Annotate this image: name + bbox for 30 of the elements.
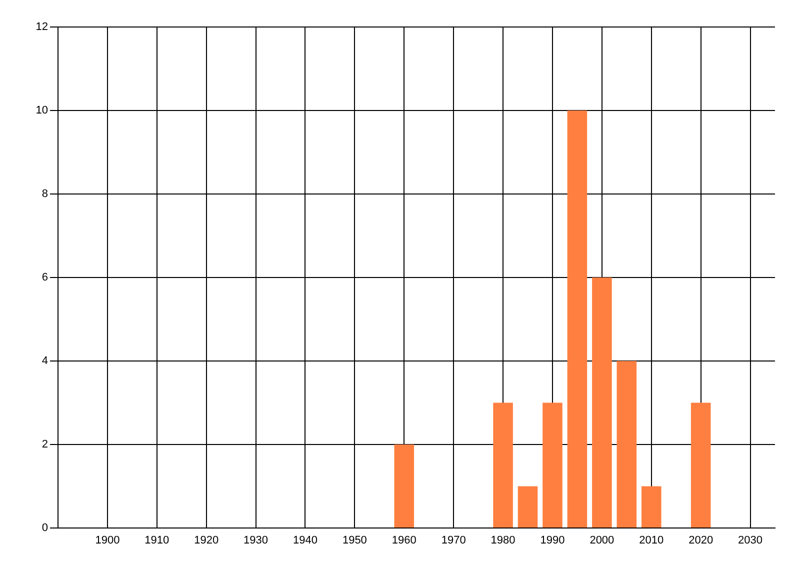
x-tick-label: 1930 — [244, 534, 268, 547]
y-tick-label: 10 — [36, 104, 48, 117]
bar — [567, 110, 588, 528]
y-tick-label: 6 — [42, 272, 48, 284]
x-tick-label: 1900 — [95, 534, 120, 547]
bar — [394, 444, 414, 528]
bar — [616, 361, 637, 528]
x-tick-label: 1960 — [392, 534, 416, 547]
bar — [493, 402, 513, 528]
bar — [641, 486, 662, 528]
y-tick-label: 0 — [42, 522, 48, 534]
bar — [518, 486, 538, 528]
x-tick-label: 1950 — [342, 534, 367, 547]
y-tick-label: 2 — [42, 438, 48, 451]
x-tick-label: 1910 — [144, 534, 170, 547]
y-tick-label: 8 — [42, 188, 48, 200]
x-tick-label: 1940 — [293, 534, 318, 547]
x-tick-label: 2010 — [639, 534, 664, 547]
x-tick-label: 2000 — [590, 534, 614, 547]
bar — [690, 402, 711, 528]
y-tick-label: 4 — [42, 355, 48, 368]
bar — [542, 402, 562, 528]
bar — [592, 278, 612, 528]
x-tick-label: 1990 — [540, 534, 565, 547]
y-tick-label: 12 — [36, 21, 48, 34]
x-tick-label: 2030 — [738, 534, 763, 547]
x-tick-label: 1920 — [194, 534, 219, 547]
x-tick-label: 2020 — [688, 534, 714, 547]
x-tick-label: 1980 — [490, 534, 516, 547]
x-tick-label: 1970 — [441, 534, 466, 547]
